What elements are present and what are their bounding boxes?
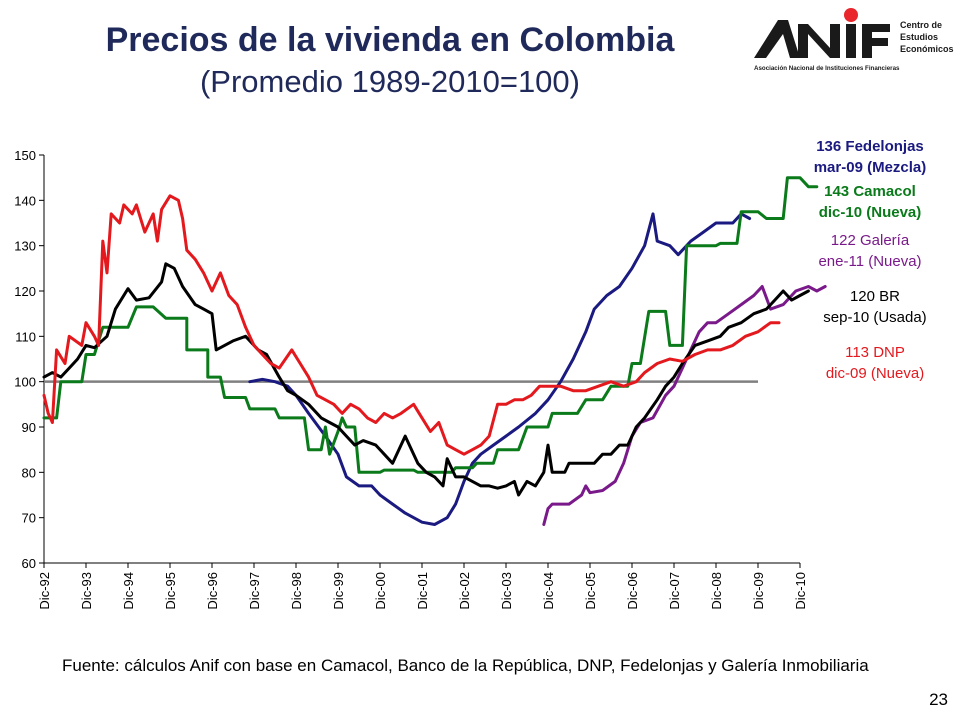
logo-dot-icon xyxy=(844,8,858,22)
x-tick-label: Dic-94 xyxy=(121,572,136,610)
x-tick-label: Dic-98 xyxy=(289,572,304,610)
series-line-br xyxy=(42,262,810,497)
y-tick-label: 80 xyxy=(22,465,36,480)
y-tick-label: 110 xyxy=(15,329,36,344)
x-tick-label: Dic-93 xyxy=(79,572,94,610)
x-tick-label: Dic-10 xyxy=(793,572,808,610)
annotation-label: 113 DNP xyxy=(845,344,905,361)
annotation-label: ene-11 (Nueva) xyxy=(818,253,921,270)
x-tick-label: Dic-05 xyxy=(583,572,598,610)
y-tick-label: 120 xyxy=(14,284,36,299)
page-number: 23 xyxy=(929,690,948,709)
y-tick-label: 130 xyxy=(14,239,36,254)
annotation-label: dic-09 (Nueva) xyxy=(826,365,924,382)
series-line-camacol xyxy=(42,176,819,474)
x-tick-label: Dic-00 xyxy=(373,572,388,610)
x-tick-label: Dic-07 xyxy=(667,572,682,610)
source-note: Fuente: cálculos Anif con base en Camaco… xyxy=(62,656,869,675)
x-tick-label: Dic-92 xyxy=(37,572,52,610)
annotation-label: 122 Galería xyxy=(831,232,910,249)
anif-logo: Asociación Nacional de Instituciones Fin… xyxy=(754,8,954,72)
series-line-fedelonjas xyxy=(248,212,752,526)
series-line-galera xyxy=(542,285,827,526)
anif-logo-mark xyxy=(754,8,890,58)
logo-side-text-1: Centro de xyxy=(900,20,942,30)
x-tick-label: Dic-03 xyxy=(499,572,514,610)
logo-tagline: Asociación Nacional de Instituciones Fin… xyxy=(754,65,900,72)
annotation-label: 120 BR xyxy=(850,288,900,305)
annotation-label: 143 Camacol xyxy=(824,183,916,200)
y-tick-label: 150 xyxy=(14,148,36,163)
annotation-label: 136 Fedelonjas xyxy=(816,138,924,155)
series-line-dnp xyxy=(42,194,781,456)
y-tick-label: 140 xyxy=(14,193,36,208)
x-tick-label: Dic-02 xyxy=(457,572,472,610)
y-tick-label: 90 xyxy=(22,420,36,435)
x-tick-label: Dic-09 xyxy=(751,572,766,610)
x-tick-label: Dic-06 xyxy=(625,572,640,610)
chart-title: Precios de la vivienda en Colombia xyxy=(105,21,675,59)
x-tick-label: Dic-08 xyxy=(709,572,724,610)
logo-side-text-3: Económicos xyxy=(900,44,954,54)
x-tick-label: Dic-96 xyxy=(205,572,220,610)
annotation-label: sep-10 (Usada) xyxy=(823,309,926,326)
x-tick-label: Dic-01 xyxy=(415,572,430,610)
x-tick-label: Dic-97 xyxy=(247,572,262,610)
logo-side-text-2: Estudios xyxy=(900,32,938,42)
x-tick-label: Dic-04 xyxy=(541,572,556,610)
annotation-label: dic-10 (Nueva) xyxy=(819,204,922,221)
x-tick-label: Dic-99 xyxy=(331,572,346,610)
y-tick-label: 100 xyxy=(14,375,36,390)
x-tick-label: Dic-95 xyxy=(163,572,178,610)
chart-subtitle: (Promedio 1989-2010=100) xyxy=(199,64,580,99)
y-tick-label: 60 xyxy=(22,556,36,571)
y-tick-label: 70 xyxy=(22,511,36,526)
annotation-label: mar-09 (Mezcla) xyxy=(814,159,927,176)
